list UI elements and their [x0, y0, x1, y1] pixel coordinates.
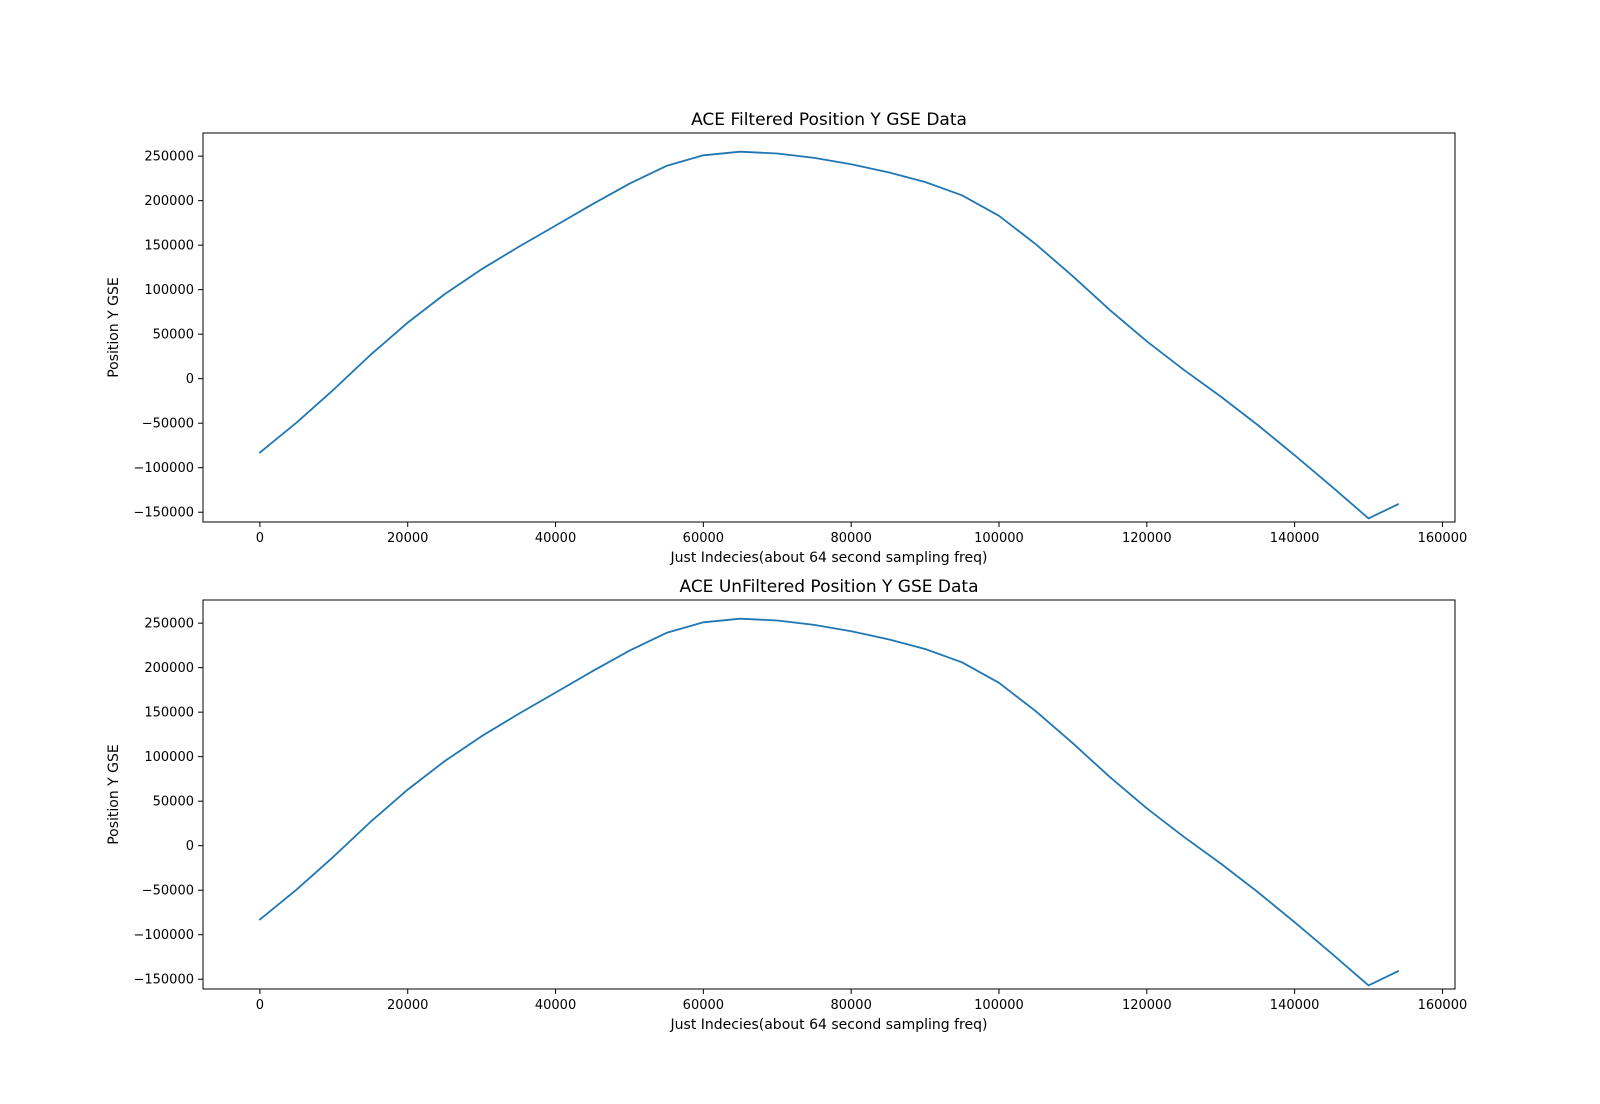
y-tick-label: −50000 [142, 417, 194, 432]
y-axis-label: Position Y GSE [106, 277, 122, 378]
y-tick-label: 50000 [153, 328, 194, 343]
y-tick-label: 0 [186, 839, 194, 854]
x-tick-label: 20000 [387, 998, 428, 1013]
x-tick-label: 120000 [1122, 998, 1172, 1013]
x-tick-label: 20000 [387, 531, 428, 546]
x-tick-label: 80000 [830, 531, 871, 546]
y-tick-label: 100000 [144, 750, 194, 765]
y-tick-label: 0 [186, 372, 194, 387]
y-tick-label: 200000 [144, 661, 194, 676]
chart-title: ACE UnFiltered Position Y GSE Data [679, 577, 978, 597]
x-tick-label: 100000 [974, 998, 1024, 1013]
x-tick-label: 160000 [1418, 998, 1468, 1013]
y-axis-label: Position Y GSE [106, 744, 122, 845]
x-tick-label: 60000 [683, 998, 724, 1013]
x-tick-label: 0 [256, 531, 264, 546]
x-tick-label: 80000 [830, 998, 871, 1013]
chart-panel-1: ACE Filtered Position Y GSE Data 0 20000 40… [106, 110, 1467, 566]
x-tick-label: 40000 [535, 998, 576, 1013]
plot-area-frame [202, 132, 1456, 523]
x-tick-label: 60000 [683, 531, 724, 546]
y-tick-label: 200000 [144, 194, 194, 209]
series-line [259, 150, 1399, 520]
y-tick-label: 250000 [144, 617, 194, 632]
x-tick-label: 140000 [1270, 998, 1320, 1013]
chart-title: ACE Filtered Position Y GSE Data [691, 110, 967, 130]
x-tick-label: 140000 [1270, 531, 1320, 546]
y-tick-label: 150000 [144, 706, 194, 721]
x-tick-label: 40000 [535, 531, 576, 546]
y-tick-label: −100000 [133, 928, 194, 943]
x-tick-label: 0 [256, 998, 264, 1013]
y-tick-label: −150000 [133, 506, 194, 521]
x-axis-label: Just Indecies(about 64 second sampling f… [670, 1017, 988, 1033]
y-tick-label: 150000 [144, 239, 194, 254]
x-axis-label: Just Indecies(about 64 second sampling f… [670, 550, 988, 566]
x-tick-label: 100000 [974, 531, 1024, 546]
series-line [259, 617, 1399, 987]
y-tick-label: 50000 [153, 795, 194, 810]
plot-area-frame [202, 599, 1456, 990]
y-tick-label: 100000 [144, 283, 194, 298]
x-tick-label: 160000 [1418, 531, 1468, 546]
y-tick-label: −50000 [142, 884, 194, 899]
x-tick-label: 120000 [1122, 531, 1172, 546]
y-tick-label: −150000 [133, 973, 194, 988]
y-tick-label: 250000 [144, 150, 194, 165]
y-tick-label: −100000 [133, 461, 194, 476]
chart-panel-2: ACE UnFiltered Position Y GSE Data 0 20000… [106, 577, 1467, 1033]
